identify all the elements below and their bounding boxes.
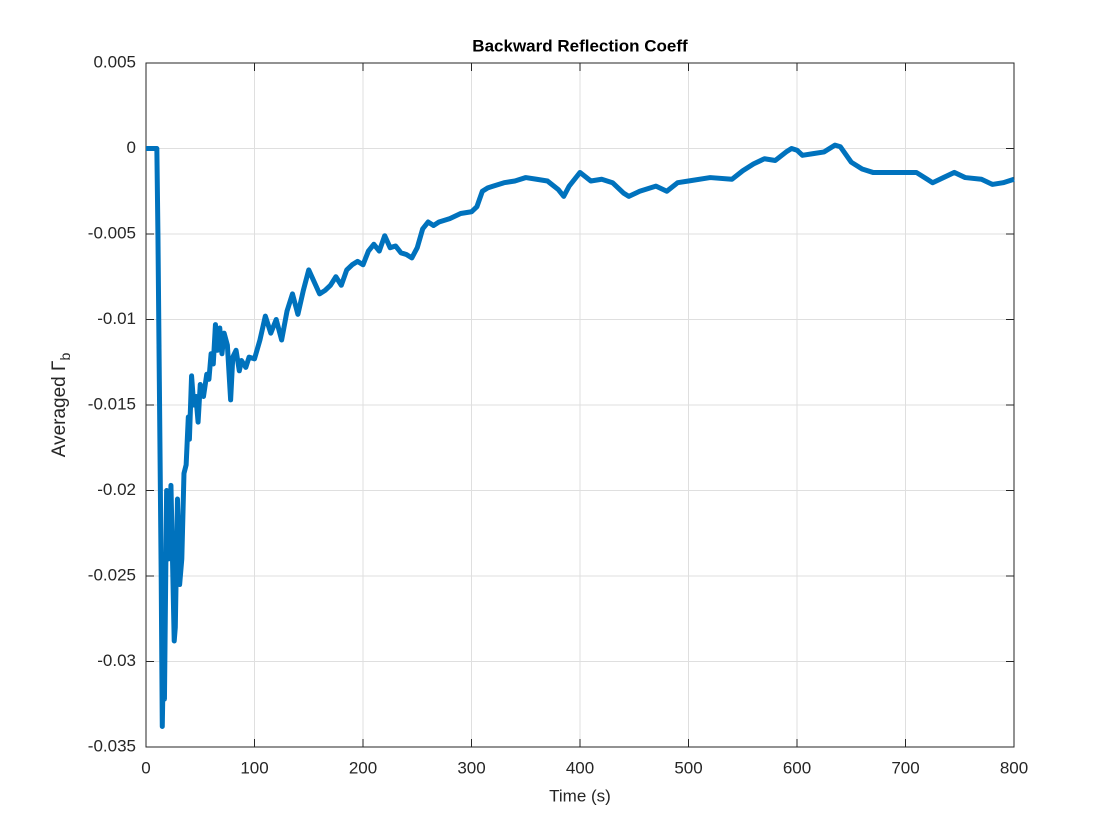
y-tick-label: -0.035 xyxy=(88,736,136,755)
chart-title: Backward Reflection Coeff xyxy=(472,36,688,55)
y-axis-label-subscript: b xyxy=(57,353,73,361)
y-tick-label: -0.025 xyxy=(88,565,136,584)
y-tick-label: -0.015 xyxy=(88,394,136,413)
y-tick-label: 0.005 xyxy=(93,52,136,71)
y-tick-label: -0.03 xyxy=(97,651,136,670)
x-tick-label: 200 xyxy=(349,758,377,777)
x-tick-label: 300 xyxy=(457,758,485,777)
x-tick-label: 100 xyxy=(240,758,268,777)
x-tick-label: 600 xyxy=(783,758,811,777)
x-axis-label: Time (s) xyxy=(549,786,611,805)
y-axis-label: Averaged Γb xyxy=(49,353,73,458)
y-tick-label: -0.01 xyxy=(97,309,136,328)
plot-frame xyxy=(145,62,1015,748)
y-tick-label: -0.005 xyxy=(88,223,136,242)
y-tick-label: 0 xyxy=(127,138,136,157)
x-tick-label: 800 xyxy=(1000,758,1028,777)
data-line xyxy=(146,142,1015,729)
y-axis-label-main: Averaged Γ xyxy=(49,361,70,458)
x-tick-label: 500 xyxy=(674,758,702,777)
x-tick-label: 400 xyxy=(566,758,594,777)
y-tick-label: -0.02 xyxy=(97,480,136,499)
x-tick-label: 0 xyxy=(141,758,150,777)
x-tick-label: 700 xyxy=(891,758,919,777)
